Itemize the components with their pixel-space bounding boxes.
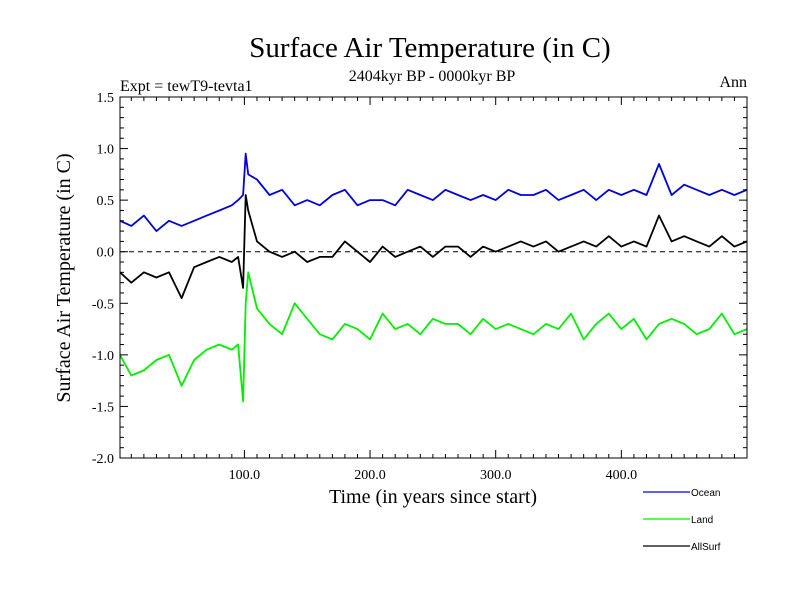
y-tick-label: 1.0 (97, 143, 115, 158)
legend: Ocean Land AllSurf (643, 488, 721, 553)
y-tick-label: 0.5 (97, 194, 115, 209)
y-axis-label: Surface Air Temperature (in C) (53, 153, 75, 402)
y-tick-label: -0.5 (92, 297, 114, 312)
x-tick-label: 100.0 (229, 468, 261, 483)
y-tick-label: -2.0 (92, 452, 114, 467)
legend-label-ocean: Ocean (691, 488, 720, 499)
y-tick-label: -1.0 (92, 349, 114, 364)
chart-title: Surface Air Temperature (in C) (249, 32, 610, 64)
plot-area (119, 152, 748, 403)
series-line-allsurf (119, 194, 748, 300)
legend-label-allsurf: AllSurf (691, 542, 721, 553)
x-tick-label: 300.0 (480, 468, 512, 483)
y-tick-label: 0.0 (97, 246, 115, 261)
y-tick-label: 1.5 (97, 91, 115, 106)
y-axis: -2.0 -1.5 -1.0 -0.5 0.0 0.5 1.0 1.5 (92, 91, 747, 467)
series-line-land (119, 271, 748, 403)
series-line-ocean (119, 152, 748, 233)
legend-label-land: Land (691, 515, 713, 526)
chart-subtitle: 2404kyr BP - 0000kyr BP (349, 68, 516, 85)
season-label: Ann (719, 74, 747, 91)
experiment-label: Expt = tewT9-tevta1 (120, 78, 253, 95)
x-axis-label: Time (in years since start) (329, 486, 537, 508)
x-tick-label: 200.0 (354, 468, 386, 483)
y-tick-label: -1.5 (92, 400, 114, 415)
x-tick-label: 400.0 (606, 468, 638, 483)
plot-frame (119, 96, 748, 459)
x-axis: 100.0 200.0 300.0 400.0 (130, 97, 735, 483)
